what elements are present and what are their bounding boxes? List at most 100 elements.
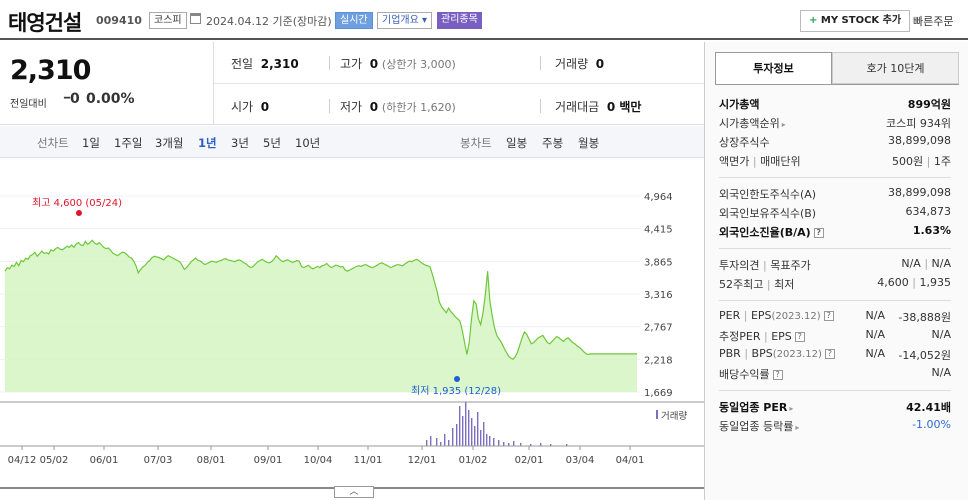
company-info-dropdown[interactable]: 기업개요 ▾: [377, 12, 433, 29]
x-tick-label: 02/01: [515, 455, 544, 466]
prev-close-value: 2,310: [260, 57, 299, 71]
amount-label: 거래대금: [555, 100, 600, 114]
tab-1y[interactable]: 1년: [198, 136, 217, 150]
volume-bar: [471, 418, 473, 446]
tab-weekly[interactable]: 주봉: [542, 136, 564, 150]
volume-bar: [483, 422, 485, 446]
tab-hoga-10[interactable]: 호가 10단계: [832, 52, 959, 84]
collapse-button[interactable]: ︿: [334, 486, 374, 498]
y-tick-label: 2,767: [644, 323, 673, 334]
market-badge: 코스피: [149, 12, 187, 29]
tab-3y[interactable]: 3년: [231, 136, 249, 150]
chevron-right-icon: ▸: [781, 120, 786, 129]
volume-bar: [477, 412, 479, 446]
y-tick-label: 3,316: [644, 290, 673, 301]
volume-label: 거래량: [555, 57, 589, 71]
eps-year: (2023.12): [771, 311, 821, 322]
foreign-limit-value: 38,899,098: [888, 186, 951, 199]
divider: [719, 390, 951, 391]
volume-bar: [486, 434, 488, 446]
base-date: 2024.04.12 기준(장마감): [206, 15, 332, 28]
low-marker: [454, 376, 460, 382]
x-tick-label: 10/04: [304, 455, 333, 466]
volume-bar: [540, 443, 542, 446]
tab-1d[interactable]: 1일: [82, 136, 100, 150]
stock-code: 009410: [96, 14, 142, 27]
pbr-bps-row: PBR | BPS(2023.12)? N/A -14,052원: [719, 347, 951, 362]
tab-1w[interactable]: 1주일: [114, 136, 143, 150]
x-tick-label: 04/12: [8, 455, 37, 466]
shares-label: 상장주식수: [719, 136, 770, 149]
foreign-hold-label: 외국인보유주식수(B): [719, 207, 817, 220]
dividend-label: 배당수익률: [719, 368, 770, 381]
price-chart[interactable]: 4,964 4,415 3,865 3,316 2,767 2,218 1,669 최고 4…: [0, 158, 704, 486]
price-line: [4, 239, 637, 360]
add-mystock-button[interactable]: + MY STOCK 추가: [800, 10, 911, 32]
industry-per-label: 동일업종 PER: [719, 401, 788, 414]
opinion-value: N/A: [901, 257, 921, 270]
help-icon[interactable]: ?: [824, 349, 835, 359]
volume-bar: [530, 444, 532, 446]
volume-value: 0: [595, 57, 605, 71]
help-icon[interactable]: ?: [772, 370, 783, 380]
divider: [214, 83, 704, 84]
open-value: 0: [260, 100, 270, 114]
w52-high-label: 52주최고: [719, 278, 764, 291]
volume-bar: [520, 443, 522, 446]
open-price: 시가 0: [231, 98, 269, 115]
shares-value: 38,899,098: [888, 134, 951, 147]
volume-bar: [550, 444, 552, 446]
current-price: 2,310: [10, 55, 91, 86]
est-eps-label: EPS: [771, 330, 792, 343]
divider: [540, 99, 541, 113]
tab-3m[interactable]: 3개월: [155, 136, 184, 150]
x-tick-label: 09/01: [254, 455, 283, 466]
change-value: ━0: [64, 91, 80, 107]
volume-bar: [566, 444, 568, 446]
eps-label: EPS: [750, 309, 772, 322]
divider: [719, 300, 951, 301]
volume-bar: [436, 438, 438, 446]
volume-bar: [462, 416, 464, 446]
foreign-hold-row: 외국인보유주식수(B) 634,873: [719, 205, 951, 223]
realtime-button[interactable]: 실시간: [335, 12, 373, 29]
tab-daily[interactable]: 일봉: [506, 136, 528, 150]
volume-bar: [440, 442, 442, 446]
tab-monthly[interactable]: 월봉: [578, 136, 600, 150]
est-per-row: 추정PER | EPS? N/A N/A: [719, 328, 951, 343]
price-summary: 2,310 전일대비 ━0 0.00% 전일 2,310 고가 0 (상한가 3…: [0, 42, 704, 125]
volume-bar: [474, 426, 476, 446]
divider: [329, 56, 330, 70]
w52-low-label: 최저: [774, 278, 795, 291]
calendar-icon: [190, 13, 201, 24]
divider: [719, 248, 951, 249]
volume-bar: [503, 442, 505, 446]
opinion-row: 투자의견 | 목표주가 N/A | N/A: [719, 257, 951, 272]
tab-invest-info[interactable]: 투자정보: [715, 52, 832, 84]
open-label: 시가: [231, 100, 254, 114]
period-tabs: 선차트 1일 1주일 3개월 1년 3년 5년 10년 봉차트 일봉 주봉 월봉: [0, 126, 704, 158]
divider: [715, 84, 959, 85]
cap-rank-row[interactable]: 시가총액순위 ▸ 코스피 934위: [719, 115, 951, 133]
industry-rate-label: 동일업종 등락률: [719, 420, 794, 433]
y-tick-label: 4,415: [644, 225, 673, 236]
dividend-row: 배당수익률? N/A: [719, 366, 951, 384]
est-eps-value: N/A: [931, 328, 951, 341]
quick-order-button[interactable]: 빠른주문: [913, 15, 954, 28]
amount-value: 0 백만: [606, 100, 642, 114]
help-icon[interactable]: ?: [794, 332, 805, 342]
tab-5y[interactable]: 5년: [263, 136, 281, 150]
low-price: 저가 0 (하한가 1,620): [340, 98, 456, 115]
price-area-fill: [5, 240, 637, 392]
industry-rate-row[interactable]: 동일업종 등락률 ▸ -1.00%: [719, 418, 951, 436]
help-icon[interactable]: ?: [813, 228, 824, 238]
tab-10y[interactable]: 10년: [295, 136, 321, 150]
industry-per-row[interactable]: 동일업종 PER ▸ 42.41배: [719, 399, 951, 417]
x-tick-label: 05/02: [40, 455, 69, 466]
w52-high-value: 4,600: [877, 276, 909, 289]
target-label: 목표주가: [770, 259, 811, 272]
help-icon[interactable]: ?: [823, 311, 834, 321]
volume-bar: [513, 441, 515, 446]
eps-value: -38,888원: [898, 311, 951, 324]
high-marker: [76, 210, 82, 216]
